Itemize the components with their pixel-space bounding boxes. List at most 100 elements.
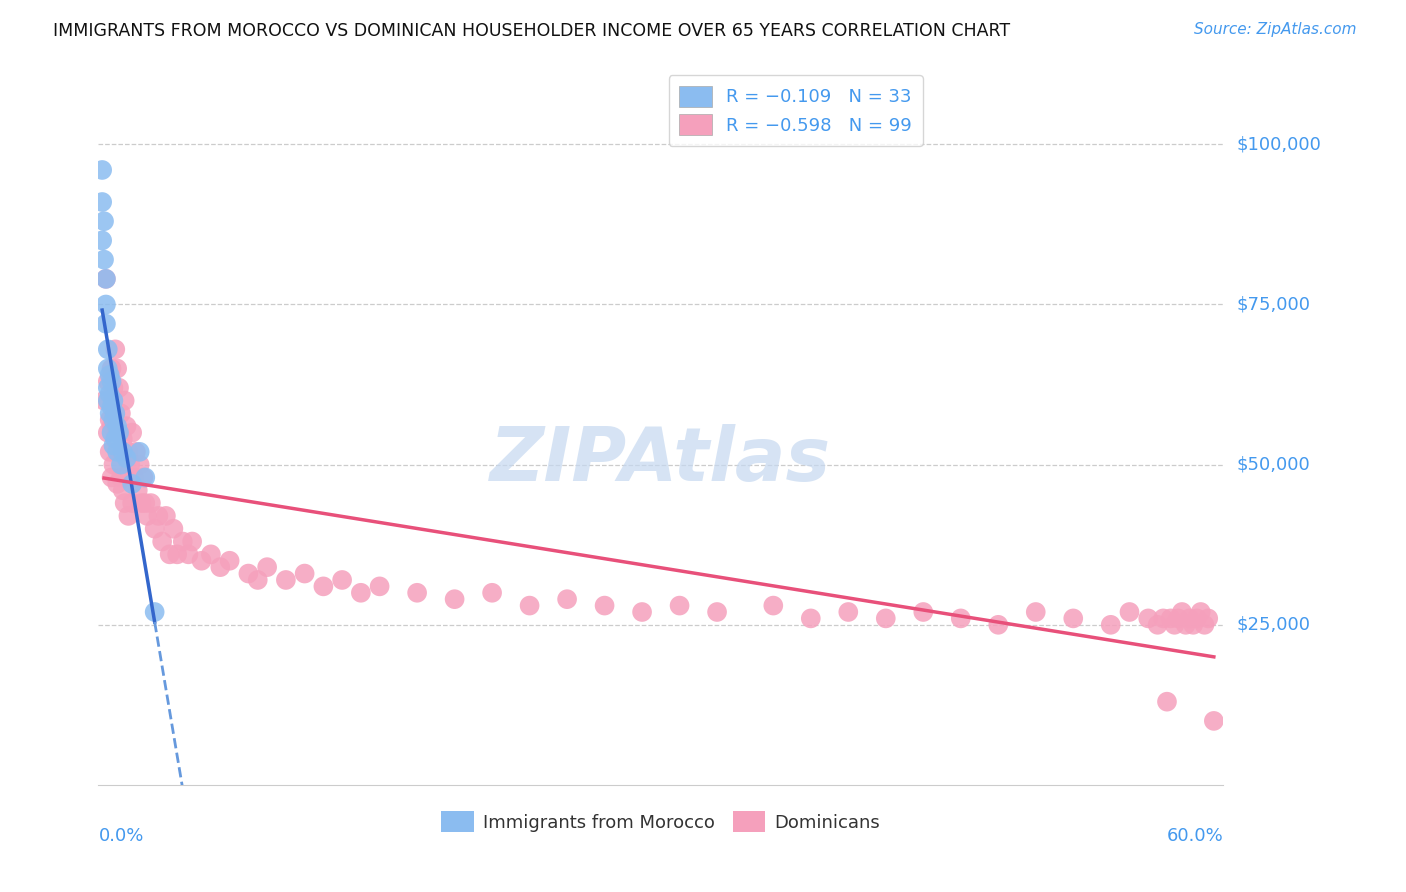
Point — [172, 534, 194, 549]
Point — [762, 599, 785, 613]
Point — [350, 586, 373, 600]
Point — [108, 381, 131, 395]
Point — [128, 445, 150, 459]
Text: Source: ZipAtlas.com: Source: ZipAtlas.com — [1194, 22, 1357, 37]
Point — [110, 458, 132, 472]
Point — [97, 343, 120, 357]
Point — [200, 547, 222, 561]
Point — [155, 508, 177, 523]
Point — [1182, 617, 1205, 632]
Text: ZIPAtlas: ZIPAtlas — [491, 425, 831, 498]
Point — [111, 432, 134, 446]
Point — [1202, 714, 1225, 728]
Text: $75,000: $75,000 — [1237, 295, 1310, 313]
Point — [91, 234, 114, 248]
Text: 60.0%: 60.0% — [1167, 827, 1223, 846]
Point — [121, 476, 143, 491]
Point — [177, 547, 200, 561]
Point — [127, 483, 149, 498]
Point — [111, 445, 134, 459]
Point — [148, 508, 170, 523]
Point — [91, 194, 114, 209]
Point — [98, 445, 121, 459]
Point — [103, 381, 125, 395]
Point — [190, 554, 212, 568]
Text: $50,000: $50,000 — [1237, 456, 1310, 474]
Point — [115, 470, 138, 484]
Point — [555, 592, 578, 607]
Point — [104, 406, 127, 420]
Point — [143, 522, 166, 536]
Point — [93, 214, 115, 228]
Point — [105, 361, 128, 376]
Point — [949, 611, 972, 625]
Point — [105, 445, 128, 459]
Point — [114, 496, 136, 510]
Point — [837, 605, 859, 619]
Point — [98, 387, 121, 401]
Point — [108, 445, 131, 459]
Point — [1025, 605, 1047, 619]
Point — [103, 413, 125, 427]
Point — [93, 393, 115, 408]
Point — [117, 445, 139, 459]
Point — [1099, 617, 1122, 632]
Point — [105, 425, 128, 440]
Point — [115, 419, 138, 434]
Point — [143, 605, 166, 619]
Point — [800, 611, 823, 625]
Point — [91, 163, 114, 178]
Text: 0.0%: 0.0% — [98, 827, 143, 846]
Point — [97, 425, 120, 440]
Point — [104, 432, 127, 446]
Point — [122, 470, 145, 484]
Point — [94, 272, 117, 286]
Point — [1118, 605, 1140, 619]
Point — [94, 297, 117, 311]
Point — [593, 599, 616, 613]
Point — [1146, 617, 1168, 632]
Point — [104, 406, 127, 420]
Point — [105, 476, 128, 491]
Point — [128, 458, 150, 472]
Text: IMMIGRANTS FROM MOROCCO VS DOMINICAN HOUSEHOLDER INCOME OVER 65 YEARS CORRELATIO: IMMIGRANTS FROM MOROCCO VS DOMINICAN HOU… — [53, 22, 1011, 40]
Point — [1189, 605, 1212, 619]
Point — [121, 496, 143, 510]
Point — [181, 534, 204, 549]
Point — [103, 393, 125, 408]
Point — [481, 586, 503, 600]
Point — [134, 496, 156, 510]
Point — [121, 425, 143, 440]
Point — [104, 343, 127, 357]
Point — [136, 508, 159, 523]
Point — [98, 413, 121, 427]
Point — [312, 579, 335, 593]
Point — [166, 547, 188, 561]
Point — [1160, 611, 1182, 625]
Point — [108, 425, 131, 440]
Point — [97, 375, 120, 389]
Point — [209, 560, 232, 574]
Point — [100, 400, 122, 414]
Point — [103, 438, 125, 452]
Point — [139, 496, 162, 510]
Point — [246, 573, 269, 587]
Point — [110, 406, 132, 420]
Point — [100, 361, 122, 376]
Point — [668, 599, 690, 613]
Point — [134, 470, 156, 484]
Point — [218, 554, 240, 568]
Point — [875, 611, 897, 625]
Point — [294, 566, 316, 581]
Text: $25,000: $25,000 — [1237, 615, 1310, 634]
Point — [98, 368, 121, 382]
Point — [406, 586, 429, 600]
Point — [631, 605, 654, 619]
Point — [330, 573, 353, 587]
Point — [987, 617, 1010, 632]
Point — [1194, 617, 1216, 632]
Point — [1137, 611, 1160, 625]
Point — [105, 419, 128, 434]
Point — [1152, 611, 1174, 625]
Point — [120, 458, 142, 472]
